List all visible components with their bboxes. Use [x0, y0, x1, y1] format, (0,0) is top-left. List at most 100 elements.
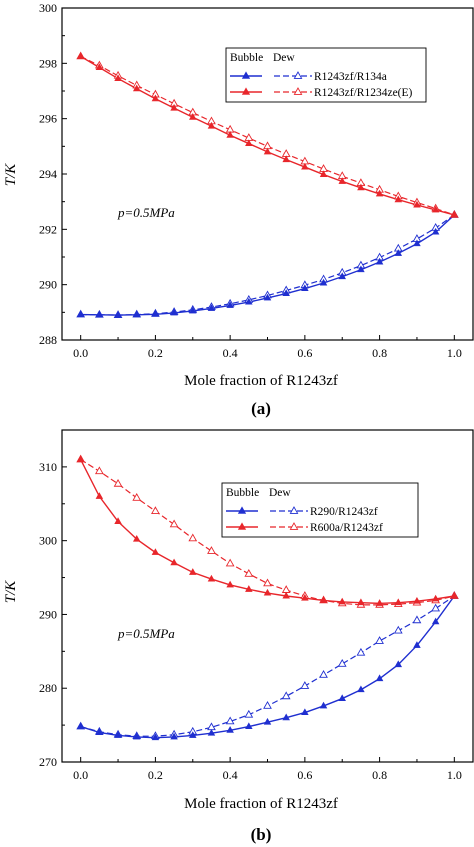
- y-tick-label: 290: [39, 278, 57, 292]
- bubble-point: [413, 239, 421, 247]
- bubble-point: [282, 155, 290, 163]
- y-tick-label: 296: [39, 112, 57, 126]
- x-tick-label: 0.6: [297, 346, 312, 360]
- panel-a-plot: 0.0 0.2 0.4 0.6 0.8 1.0 288 290 292 294 296 298 300 B…: [39, 1, 474, 360]
- legend-bubble-marker: [237, 522, 247, 530]
- dew-point: [169, 519, 179, 528]
- bubble-point: [226, 301, 234, 308]
- bubble-point: [114, 517, 122, 524]
- bubble-point: [282, 591, 290, 599]
- bubble-point: [114, 74, 122, 82]
- bubble-point: [170, 103, 178, 111]
- bubble-point: [114, 731, 122, 738]
- bubble-point: [319, 701, 328, 709]
- bubble-point: [282, 289, 290, 296]
- bubble-point: [95, 492, 104, 499]
- bubble-point: [95, 63, 104, 70]
- bubble-point: [413, 641, 421, 648]
- legend-dew-marker: [289, 506, 299, 514]
- bubble-point: [151, 310, 160, 317]
- x-tick-label: 0.8: [372, 346, 387, 360]
- bubble-point: [375, 599, 384, 606]
- bubble-point: [170, 308, 178, 316]
- dew-point: [113, 478, 123, 487]
- x-tick-label: 1.0: [447, 768, 462, 782]
- bubble-point: [114, 310, 122, 318]
- legend-header-bubble: Bubble: [230, 52, 263, 64]
- x-tick-label: 0.2: [148, 346, 163, 360]
- bubble-point: [170, 558, 178, 566]
- bubble-point: [263, 717, 272, 725]
- legend-label: R290/R1243zf: [310, 506, 378, 518]
- bubble-point: [207, 304, 216, 311]
- bubble-point: [189, 113, 197, 120]
- dew-point: [207, 546, 216, 554]
- dew-point: [281, 585, 291, 593]
- legend-header-bubble: Bubble: [226, 487, 259, 499]
- bubble-point: [245, 139, 253, 147]
- panel-b-annotation: p=0.5MPa: [117, 626, 175, 641]
- dew-point: [319, 670, 328, 678]
- dew-point: [337, 658, 347, 667]
- bubble-point: [226, 580, 234, 588]
- legend-bubble-marker: [241, 87, 251, 95]
- bubble-point: [357, 598, 365, 606]
- y-tick-label: 292: [39, 222, 57, 236]
- x-tick-label: 0.8: [372, 768, 387, 782]
- x-tick-label: 0.6: [297, 768, 312, 782]
- x-tick-label: 0.0: [73, 768, 88, 782]
- bubble-point: [413, 200, 421, 208]
- bubble-point: [189, 306, 197, 314]
- legend-dew-marker: [289, 522, 299, 530]
- bubble-point: [301, 284, 309, 292]
- bubble-point: [319, 596, 328, 603]
- plot-frame: [61, 429, 474, 763]
- bubble-point: [245, 297, 253, 305]
- y-tick-label: 270: [39, 755, 57, 769]
- y-tick-label: 280: [39, 681, 57, 695]
- bubble-point: [132, 310, 141, 318]
- dew-point: [132, 492, 142, 501]
- legend-bubble-marker: [241, 71, 251, 79]
- bubble-point: [76, 455, 85, 462]
- x-tick-label: 0.2: [148, 768, 163, 782]
- legend-bubble-marker: [237, 506, 247, 514]
- bubble-point: [375, 257, 384, 265]
- bubble-point: [301, 162, 309, 170]
- x-tick-label: 0.4: [223, 346, 238, 360]
- dew-point: [412, 615, 422, 624]
- bubble-point: [357, 265, 365, 273]
- bubble-point: [226, 726, 234, 733]
- bubble-point: [338, 597, 346, 605]
- y-tick-label: 300: [39, 534, 57, 548]
- legend-dew-marker: [293, 71, 303, 79]
- y-tick-label: 288: [39, 333, 57, 347]
- legend-label: R1243zf/R134a: [314, 71, 387, 83]
- bubble-point: [263, 293, 272, 301]
- bubble-point: [450, 591, 459, 599]
- bubble-point: [207, 121, 216, 129]
- bubble-point: [431, 227, 440, 235]
- bubble-point: [375, 189, 384, 197]
- bubble-point: [95, 728, 104, 735]
- dew-point: [188, 533, 198, 542]
- dew-point: [281, 691, 291, 700]
- bubble-point: [394, 195, 403, 203]
- bubble-point: [338, 177, 346, 184]
- y-tick-label: 300: [39, 1, 57, 15]
- bubble-point: [189, 568, 197, 575]
- bubble-point: [132, 534, 141, 542]
- legend-label: R1243zf/R1234ze(E): [314, 87, 413, 99]
- bubble-point: [338, 272, 346, 280]
- bubble-point: [132, 732, 141, 740]
- dew-point: [263, 578, 272, 587]
- dew-point: [393, 625, 403, 634]
- y-tick-label: 294: [39, 167, 57, 181]
- bubble-point: [207, 574, 216, 582]
- bubble-point: [413, 596, 421, 604]
- legend-label: R600a/R1243zf: [310, 522, 383, 534]
- dew-point: [263, 701, 272, 709]
- x-tick-label: 1.0: [447, 346, 462, 360]
- panel-a-annotation: p=0.5MPa: [117, 205, 175, 220]
- series-R600a/R1243zf-dew-line: [80, 459, 455, 606]
